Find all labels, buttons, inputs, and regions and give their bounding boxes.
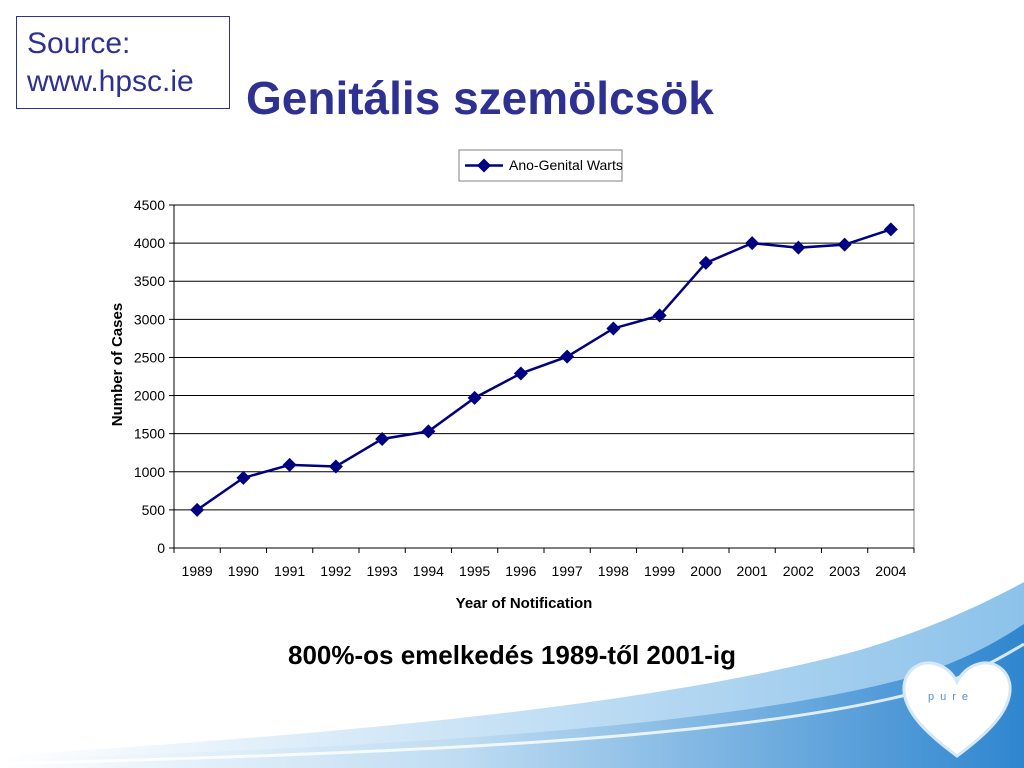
data-point	[282, 457, 297, 472]
y-tick-label: 1500	[134, 426, 165, 442]
x-tick-label: 1997	[552, 563, 583, 579]
x-tick-label: 1990	[228, 563, 259, 579]
x-tick-label: 1994	[413, 563, 444, 579]
y-tick-label: 4000	[134, 235, 165, 251]
data-point	[190, 502, 205, 517]
x-tick-label: 2000	[690, 563, 721, 579]
y-tick-label: 2500	[134, 349, 165, 365]
source-label: Source:	[27, 27, 131, 60]
line-chart: 0 500 1000 1500 2000 2500 3000 3500 4000 4500 1989…	[109, 149, 915, 612]
x-tick-label: 1991	[274, 563, 305, 579]
data-point	[328, 459, 343, 474]
data-point	[791, 240, 806, 255]
data-point	[236, 470, 251, 485]
data-point	[560, 349, 575, 364]
data-point	[652, 308, 667, 323]
data-point	[606, 321, 621, 336]
plot-area	[173, 204, 915, 549]
data-point	[513, 366, 528, 381]
data-point	[837, 237, 852, 252]
source-box: Source: www.hpsc.ie	[16, 16, 230, 109]
y-tick-label: 500	[142, 502, 166, 518]
x-tick-label: 2003	[829, 563, 860, 579]
data-point	[421, 424, 436, 439]
series-line	[196, 228, 892, 511]
x-tick-label: 1989	[182, 563, 213, 579]
slide-title: Genitális szemölcsök	[246, 72, 714, 124]
x-tick-label: 2004	[875, 563, 906, 579]
data-point	[698, 255, 713, 270]
x-axis-label: Year of Notification	[456, 595, 593, 612]
x-tick-label: 1993	[367, 563, 398, 579]
x-tick-label: 1995	[459, 563, 490, 579]
y-tick-label: 4500	[134, 197, 165, 213]
x-tick-label: 2002	[783, 563, 814, 579]
caption: 800%-os emelkedés 1989-től 2001-ig	[287, 640, 737, 670]
heart-logo	[902, 661, 1012, 758]
x-tick-label: 1998	[598, 563, 629, 579]
y-tick-label: 3500	[134, 273, 165, 289]
data-point	[467, 390, 482, 405]
y-tick-label: 1000	[134, 464, 165, 480]
x-tick-label: 1996	[505, 563, 536, 579]
y-tick-label: 3000	[134, 311, 165, 327]
y-tick-label: 0	[157, 540, 165, 556]
legend-label: Ano-Genital Warts	[509, 157, 623, 173]
decorative-wave	[0, 582, 1024, 768]
x-tick-label: 1999	[644, 563, 675, 579]
x-tick-label: 2001	[737, 563, 768, 579]
x-tick-label: 1992	[320, 563, 351, 579]
legend-marker	[477, 158, 491, 173]
logo-text: pure	[928, 691, 975, 703]
y-axis-label: Number of Cases	[109, 303, 126, 426]
wave-front	[0, 624, 1024, 768]
y-tick-label: 2000	[134, 388, 165, 404]
source-url: www.hpsc.ie	[27, 65, 194, 98]
data-point	[745, 236, 760, 251]
data-point	[883, 222, 898, 237]
data-point	[375, 432, 390, 447]
